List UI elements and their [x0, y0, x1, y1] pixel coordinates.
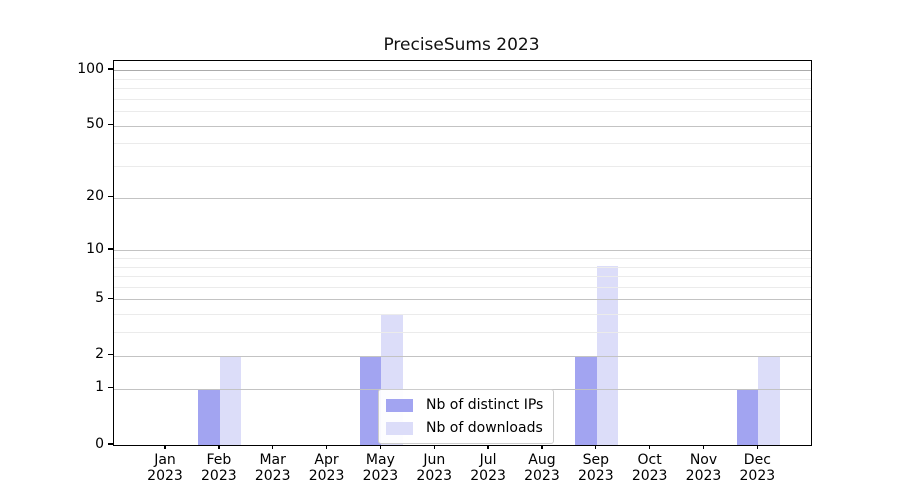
- y-tick-mark: [108, 297, 113, 300]
- x-tick-mark: [541, 445, 543, 450]
- x-tick-label: Dec 2023: [739, 452, 776, 484]
- legend: Nb of distinct IPs Nb of downloads: [378, 389, 555, 444]
- bar-distinct-ips: [736, 388, 759, 445]
- y-tick-label: 20: [86, 188, 104, 205]
- chart-title: PreciseSums 2023: [383, 35, 540, 55]
- y-tick-label: 0: [95, 435, 104, 452]
- gridline-major: [114, 250, 811, 252]
- plot-area: [113, 60, 812, 446]
- y-tick-label: 2: [95, 346, 104, 363]
- y-tick-mark: [108, 123, 113, 126]
- bar-distinct-ips: [575, 355, 597, 445]
- y-tick-label: 100: [77, 60, 104, 77]
- x-tick-mark: [487, 445, 489, 450]
- y-tick-label: 5: [95, 289, 104, 306]
- y-tick-label: 1: [95, 379, 104, 396]
- gridline-major: [114, 125, 811, 127]
- x-tick-mark: [433, 445, 435, 450]
- y-tick-mark: [108, 354, 113, 356]
- y-tick-label: 50: [86, 116, 104, 133]
- gridline-major: [114, 299, 811, 301]
- x-tick-label: Apr 2023: [308, 452, 345, 484]
- x-tick-label: May 2023: [362, 452, 399, 484]
- x-tick-mark: [272, 445, 274, 450]
- legend-item-downloads: Nb of downloads: [386, 419, 543, 437]
- x-tick-mark: [595, 445, 597, 450]
- x-tick-label: Aug 2023: [524, 452, 560, 484]
- x-tick-mark: [379, 445, 382, 450]
- y-tick-mark: [108, 195, 113, 198]
- y-tick-mark: [108, 386, 113, 389]
- x-tick-label: Sep 2023: [577, 452, 614, 484]
- legend-swatch-distinct-ips: [386, 398, 413, 412]
- x-tick-label: Mar 2023: [254, 452, 291, 484]
- y-tick-mark: [108, 68, 113, 70]
- gridline-major: [114, 197, 811, 199]
- gridline-minor: [114, 332, 811, 334]
- gridline-minor: [114, 257, 811, 259]
- x-tick-label: Jun 2023: [416, 452, 453, 484]
- gridline-minor: [114, 78, 811, 80]
- gridline-minor: [114, 87, 811, 89]
- bar-distinct-ips: [198, 388, 220, 445]
- legend-item-distinct-ips: Nb of distinct IPs: [386, 396, 543, 414]
- y-tick-mark: [108, 248, 113, 250]
- gridline-major: [114, 355, 811, 357]
- x-tick-mark: [702, 445, 705, 450]
- gridline-minor: [114, 98, 811, 100]
- x-tick-label: Feb 2023: [201, 452, 237, 484]
- legend-label-downloads: Nb of downloads: [426, 419, 543, 436]
- gridline-minor: [114, 314, 811, 316]
- x-tick-mark: [325, 445, 328, 450]
- gridline-minor: [114, 276, 811, 277]
- legend-label-distinct-ips: Nb of distinct IPs: [426, 396, 544, 413]
- bar-downloads: [758, 355, 780, 445]
- bar-downloads: [219, 355, 242, 445]
- gridline-minor: [114, 111, 811, 112]
- x-tick-mark: [164, 445, 166, 450]
- gridline-major: [114, 70, 811, 71]
- gridline-minor: [114, 266, 811, 268]
- x-tick-mark: [648, 445, 651, 450]
- y-tick-label: 10: [86, 240, 104, 257]
- x-tick-label: Jul 2023: [470, 452, 506, 484]
- x-tick-mark: [218, 445, 220, 450]
- gridline-minor: [114, 166, 811, 167]
- x-tick-label: Nov 2023: [685, 452, 722, 484]
- x-tick-label: Jan 2023: [147, 452, 183, 484]
- x-tick-mark: [756, 445, 759, 450]
- gridline-minor: [114, 143, 811, 145]
- bar-distinct-ips: [359, 355, 382, 445]
- x-tick-label: Oct 2023: [631, 452, 668, 484]
- y-tick-mark: [108, 443, 113, 445]
- gridline-minor: [114, 286, 811, 288]
- legend-swatch-downloads: [386, 421, 413, 435]
